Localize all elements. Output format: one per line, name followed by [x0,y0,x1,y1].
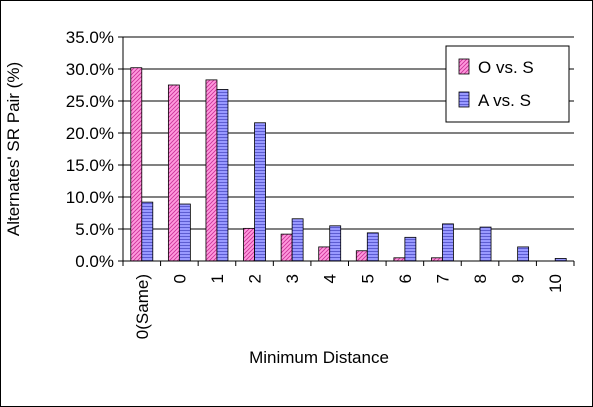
y-tick-labels: 0.0% 5.0% 10.0% 15.0% 20.0% 25.0% 30.0% 35.0% [66,28,114,271]
bar-a-vs-s [291,218,304,262]
y-tick-label: 5.0% [75,220,114,239]
x-tick-label: 0 [170,274,189,283]
bar-o-vs-s [355,250,368,262]
legend-swatch-o-vs-s [458,58,470,75]
bar-a-vs-s [216,89,229,262]
y-tick-label: 10.0% [66,188,114,207]
x-tick-label: 9 [509,274,528,283]
bar-a-vs-s [329,225,342,262]
legend-swatch-a-vs-s [458,91,470,108]
y-tick-label: 35.0% [66,28,114,47]
x-tick-label: 7 [433,274,452,283]
bar-o-vs-s [167,84,180,262]
x-tick-label: 3 [283,274,302,283]
legend-label-o-vs-s: O vs. S [478,58,534,77]
bar-o-vs-s [205,79,218,262]
x-tick-label: 5 [358,274,377,283]
bar-a-vs-s [178,203,191,262]
y-tick-label: 0.0% [75,252,114,271]
y-tick-label: 20.0% [66,124,114,143]
y-tick-label: 15.0% [66,156,114,175]
bar-a-vs-s [479,226,492,262]
bar-o-vs-s [318,246,331,262]
axes [118,36,575,266]
bar-a-vs-s [517,246,530,262]
x-tick-label: 1 [208,274,227,283]
bar-a-vs-s [366,232,379,262]
legend: O vs. S A vs. S [445,45,570,123]
y-tick-label: 30.0% [66,60,114,79]
y-tick-label: 25.0% [66,92,114,111]
x-tick-label: 10 [546,274,565,293]
x-tick-label: 6 [396,274,415,283]
bar-o-vs-s [130,67,143,262]
bar-a-vs-s [254,122,266,262]
x-tick-label: 8 [471,274,490,283]
y-axis-label: Alternates' SR Pair (%) [4,62,23,236]
x-tick-label: 2 [246,274,265,283]
x-tick-labels: 0(Same) 0 1 2 3 4 5 6 7 8 9 10 [133,274,565,339]
bar-a-vs-s [442,223,454,262]
bar-a-vs-s [141,201,154,262]
legend-label-a-vs-s: A vs. S [478,91,531,110]
bar-o-vs-s [280,233,293,262]
bar-a-vs-s [404,236,417,262]
gridlines [123,36,574,230]
x-axis-label: Minimum Distance [249,348,389,367]
bar-o-vs-s [243,227,255,262]
bars [130,67,567,262]
x-tick-label: 0(Same) [133,274,152,339]
x-tick-label: 4 [321,274,340,283]
